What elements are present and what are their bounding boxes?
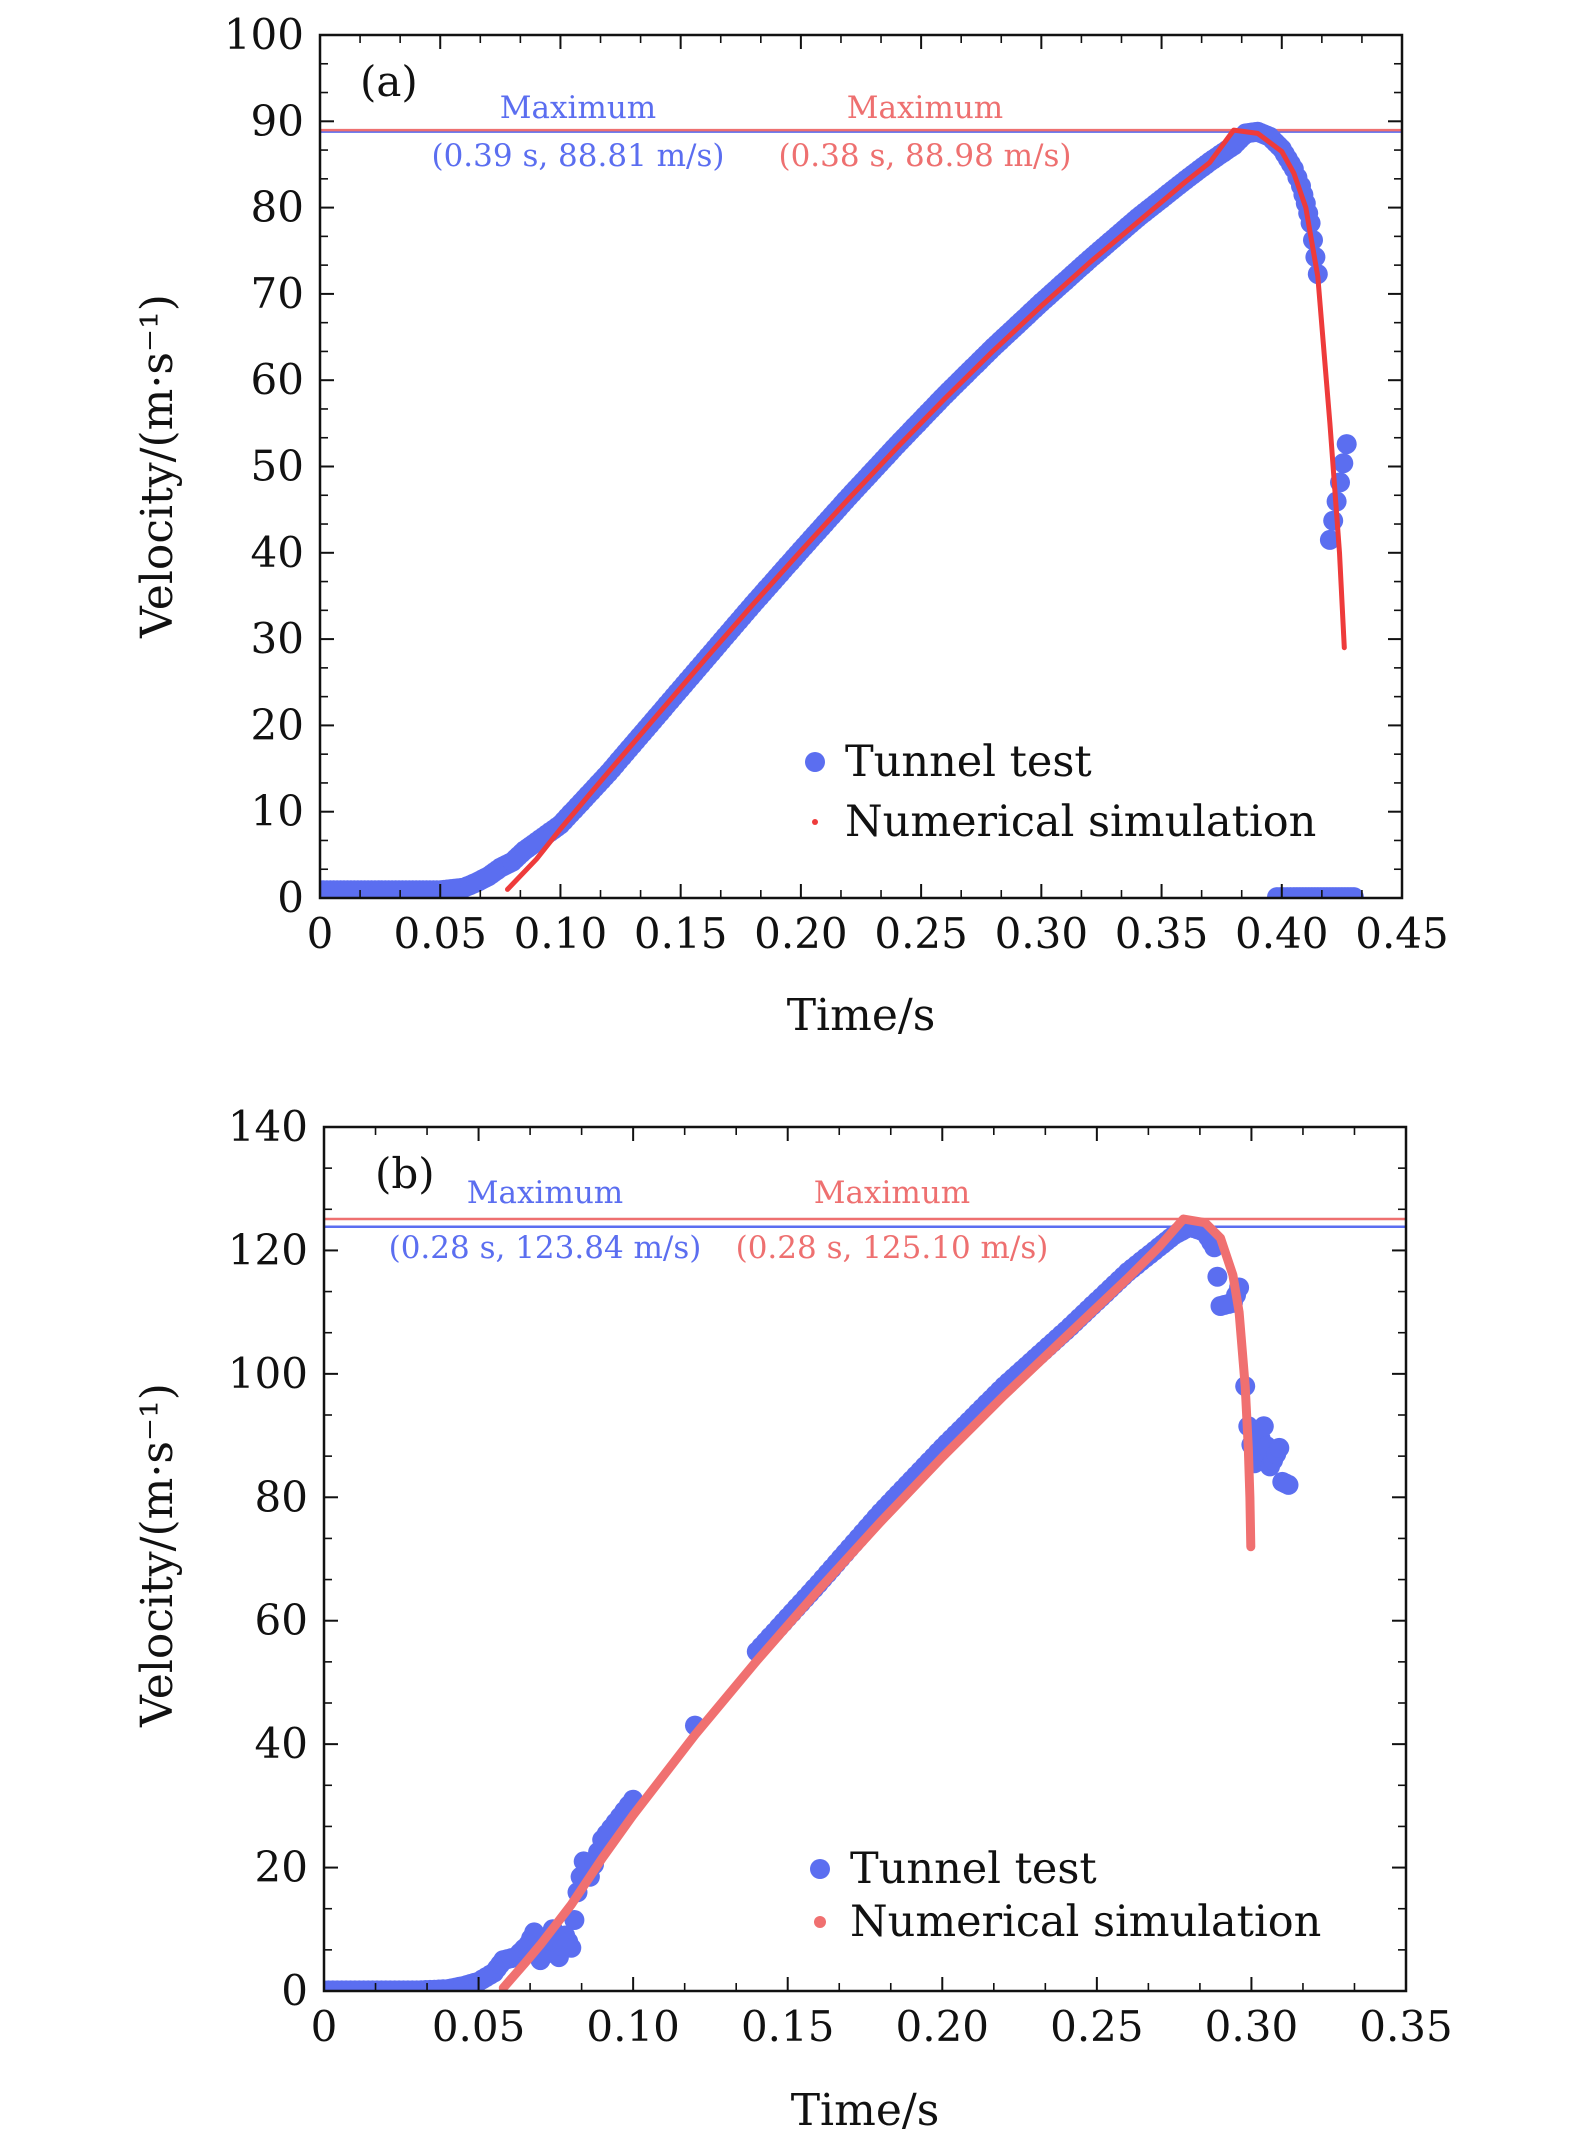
tunnel-test-point — [1336, 434, 1357, 455]
y-tick-label: 20 — [255, 1843, 308, 1892]
ticks-b: 0 0.05 0.10 0.15 0.20 0.25 0.30 0.35 0 20 40 60 80 10… — [228, 1102, 1453, 2051]
annotation-title-test-a: Maximum — [500, 90, 656, 126]
y-tick-label: 100 — [228, 1349, 308, 1398]
legend-marker-sim-a — [812, 819, 818, 825]
tunnel-test-point — [1269, 1437, 1290, 1458]
x-axis-title-a: Time/s — [787, 990, 936, 1041]
y-tick-label: 40 — [251, 528, 304, 577]
numerical-simulation-line — [505, 127, 1347, 892]
legend-label-sim-b: Numerical simulation — [850, 1897, 1321, 1947]
x-tick-label: 0.05 — [393, 909, 487, 958]
ticks-a: 0 0.05 0.10 0.15 0.20 0.25 0.30 0.35 0.40 0.45 0 10… — [224, 10, 1449, 958]
chart-panel-b: 0 0.05 0.10 0.15 0.20 0.25 0.30 0.35 0 20 40 60 80 10… — [132, 1102, 1453, 2136]
x-tick-label: 0.25 — [874, 909, 968, 958]
tunnel-test-point — [1323, 510, 1344, 531]
plot-area-b — [324, 1214, 1406, 1991]
x-tick-label: 0.15 — [634, 909, 728, 958]
tunnel-test-point — [1253, 1416, 1274, 1437]
y-tick-label: 0 — [281, 1966, 308, 2015]
panel-label-a: (a) — [360, 57, 418, 106]
tunnel-test-point — [1207, 1266, 1228, 1287]
y-tick-label: 80 — [255, 1472, 308, 1521]
y-tick-label: 40 — [255, 1719, 308, 1768]
y-tick-label: 60 — [251, 355, 304, 404]
annotation-value-sim-b: (0.28 s, 125.10 m/s) — [736, 1230, 1049, 1266]
x-tick-label: 0.20 — [754, 909, 848, 958]
y-tick-label: 0 — [277, 873, 304, 922]
annotation-value-test-a: (0.39 s, 88.81 m/s) — [431, 138, 724, 174]
x-tick-label: 0.15 — [741, 2002, 835, 2051]
y-axis-title-a: Velocity/(m·s⁻¹) — [132, 294, 183, 639]
annotation-value-sim-a: (0.38 s, 88.98 m/s) — [778, 138, 1071, 174]
tunnel-test-point — [564, 1910, 585, 1930]
y-tick-label: 140 — [228, 1102, 308, 1151]
legend-label-test-b: Tunnel test — [850, 1844, 1097, 1894]
x-tick-label: 0.40 — [1235, 909, 1329, 958]
tunnel-test-point — [1278, 1474, 1299, 1495]
y-tick-label: 70 — [251, 269, 304, 318]
tunnel-test-point — [1319, 529, 1340, 550]
y-tick-label: 80 — [251, 183, 304, 232]
y-tick-label: 20 — [251, 700, 304, 749]
x-tick-label: 0.35 — [1359, 2002, 1453, 2051]
legend-label-test-a: Tunnel test — [845, 737, 1092, 787]
x-tick-label: 0.05 — [432, 2002, 526, 2051]
y-tick-label: 60 — [255, 1596, 308, 1645]
panel-label-b: (b) — [375, 1149, 435, 1198]
x-tick-label: 0.30 — [1205, 2002, 1299, 2051]
tunnel-test-point — [1343, 887, 1364, 898]
y-tick-label: 120 — [228, 1225, 308, 1274]
tunnel-test-point — [1333, 453, 1354, 474]
y-tick-label: 90 — [251, 96, 304, 145]
annotation-value-test-b: (0.28 s, 123.84 m/s) — [389, 1230, 702, 1266]
legend-label-sim-a: Numerical simulation — [845, 797, 1316, 847]
x-axis-title-b: Time/s — [791, 2085, 940, 2136]
y-axis-title-b: Velocity/(m·s⁻¹) — [132, 1383, 183, 1728]
y-tick-label: 30 — [251, 614, 304, 663]
x-tick-label: 0.20 — [896, 2002, 990, 2051]
plot-area-a — [320, 121, 1402, 898]
annotation-title-sim-b: Maximum — [814, 1175, 970, 1211]
x-tick-label: 0.35 — [1115, 909, 1209, 958]
x-tick-label: 0.10 — [514, 909, 608, 958]
legend-marker-sim-b — [814, 1916, 826, 1928]
tunnel-test-point — [561, 1937, 582, 1958]
x-tick-label: 0 — [311, 2002, 338, 2051]
annotation-title-test-b: Maximum — [467, 1175, 623, 1211]
y-tick-label: 10 — [251, 787, 304, 836]
x-tick-label: 0.25 — [1050, 2002, 1144, 2051]
x-tick-label: 0.10 — [586, 2002, 680, 2051]
legend-marker-test-b — [810, 1859, 830, 1879]
legend-marker-test-a — [805, 752, 825, 772]
plot-frame-b — [322, 1125, 1408, 1993]
y-tick-label: 50 — [251, 442, 304, 491]
numerical-simulation-line — [498, 1214, 1256, 1991]
x-tick-label: 0.45 — [1355, 909, 1449, 958]
y-tick-label: 100 — [224, 10, 304, 59]
annotation-title-sim-a: Maximum — [847, 90, 1003, 126]
x-tick-label: 0.30 — [995, 909, 1089, 958]
chart-panel-a: 0 0.05 0.10 0.15 0.20 0.25 0.30 0.35 0.40 0.45 0 10… — [132, 10, 1449, 1041]
x-tick-label: 0 — [307, 909, 334, 958]
